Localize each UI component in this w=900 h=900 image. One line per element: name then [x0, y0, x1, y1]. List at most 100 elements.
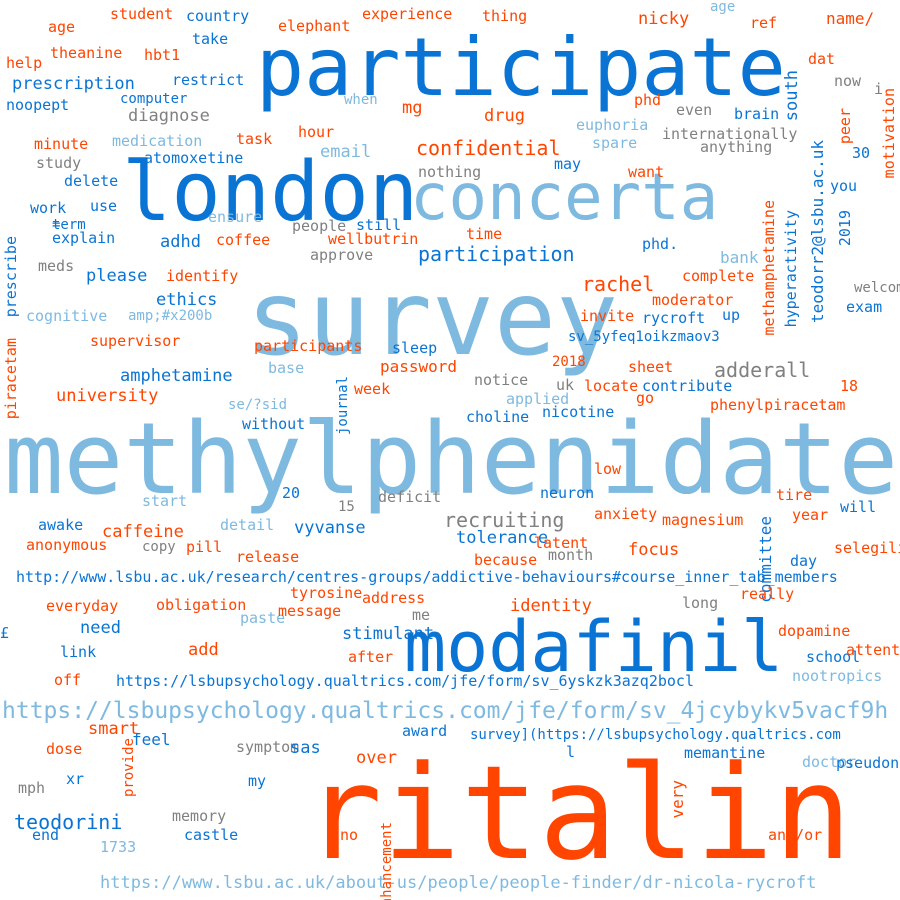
word-survey-link: survey](https://lsbupsychology.qualtrics…: [470, 727, 841, 743]
word-help: help: [6, 54, 43, 72]
word-peer: peer: [836, 108, 854, 145]
word-very: end: [32, 826, 60, 844]
word-committee: release: [236, 548, 300, 566]
word-study: study: [36, 154, 82, 172]
word-drug: drug: [484, 106, 525, 126]
word-supervisor: supervisor: [90, 332, 181, 350]
word-magnesium: magnesium: [662, 511, 744, 529]
word-no: and/or: [768, 826, 823, 844]
word-journal: journal: [335, 376, 351, 436]
word-lab: age: [710, 0, 736, 15]
word-dose: over: [356, 748, 397, 768]
word-medication: medication: [112, 132, 203, 150]
word-without: without: [242, 415, 306, 433]
word-ritalin: ritalin: [304, 737, 852, 889]
word-ref: ref: [750, 14, 778, 32]
word-concerta: concerta: [410, 161, 719, 235]
word-anxiety: anxiety: [594, 505, 658, 523]
word-my: l: [566, 743, 576, 761]
word-methylphenidate: methylphenidate: [4, 402, 899, 517]
word-1733: neuroenhancement: [379, 822, 395, 900]
word-amphetamine: amphetamine: [120, 366, 233, 386]
word-theanine: theanine: [50, 44, 123, 62]
word-prescription: prescription: [12, 74, 135, 94]
word-notice: notice: [474, 371, 529, 389]
word-mg: mg: [402, 98, 423, 118]
word-methamphetamine: methamphetamine: [760, 200, 778, 336]
word-dopamine: need: [80, 618, 121, 638]
word-dat: dat: [808, 50, 836, 68]
word-symptom: dose: [46, 740, 83, 758]
word-want: want: [628, 163, 665, 181]
word-awake: awake: [38, 516, 84, 534]
word-atomoxetine: atomoxetine: [144, 149, 244, 167]
word-because: month: [548, 546, 594, 564]
word-adderall: adderall: [714, 358, 811, 382]
word-sheet: sheet: [628, 358, 674, 376]
word-detail: detail: [220, 516, 275, 534]
word-neuron: neuron: [540, 484, 595, 502]
word-thing: thing: [482, 7, 528, 25]
word-work: work: [30, 199, 67, 217]
word-term: term: [52, 217, 86, 233]
word-tire: tire: [776, 486, 813, 504]
word-coffee: coffee: [216, 231, 271, 249]
word-welcome: welcome: [854, 280, 900, 296]
word-latent: focus: [628, 540, 680, 560]
word-nothing: nothing: [418, 163, 482, 181]
word-nootropics: feel: [132, 730, 171, 749]
word-go: go: [636, 389, 655, 407]
word-phd: phd: [634, 91, 662, 109]
word-url-qualtrics-2: https://lsbupsychology.qualtrics.com/jfe…: [116, 672, 694, 690]
word-please: please: [86, 266, 148, 286]
word-email: email: [320, 142, 372, 162]
word-after: attention: [846, 641, 900, 659]
word-15: 15: [338, 499, 355, 515]
word-school: off: [54, 671, 82, 689]
word-equals: =: [52, 217, 61, 233]
word-18: 18: [840, 377, 859, 395]
word-minute: minute: [34, 135, 89, 153]
word-country: country: [186, 7, 250, 25]
word-need: link: [60, 643, 97, 661]
word-hbt1: hbt1: [144, 46, 181, 64]
word-nicotine: nicotine: [542, 403, 615, 421]
word-anonymous: anonymous: [26, 536, 108, 554]
word-time: time: [466, 225, 503, 243]
word-approve: approve: [310, 246, 374, 264]
word-contribute: contribute: [642, 377, 733, 395]
word-2018: 2018: [552, 354, 586, 370]
word-smart: symptom: [236, 738, 300, 756]
word-voucher: tolerance: [456, 528, 549, 548]
word-brain: brain: [734, 105, 780, 123]
word-applied: applied: [506, 390, 570, 408]
word-now: now: [834, 72, 862, 90]
word-spare: spare: [592, 134, 638, 152]
word-feel: sas: [290, 738, 321, 758]
word-exam: exam: [846, 298, 883, 316]
word-deficit: deficit: [378, 488, 442, 506]
word-noopept: noopept: [6, 96, 70, 114]
word-meds: meds: [38, 257, 75, 275]
word-selegiline: everyday: [46, 597, 119, 615]
word-stimulant: add: [188, 640, 219, 660]
word-pill: pill: [186, 538, 223, 556]
word-url-lsbu-research: http://www.lsbu.ac.uk/research/centres-g…: [16, 568, 838, 586]
word-pound: stimulant: [342, 624, 435, 644]
word-anything: anything: [700, 138, 773, 156]
word-take: take: [192, 30, 229, 48]
word-prescribe: prescribe: [2, 236, 20, 318]
word-explain: explain: [52, 229, 116, 247]
word-url-qualtrics-1: https://lsbupsychology.qualtrics.com/jfe…: [2, 698, 889, 724]
word-student: student: [110, 5, 174, 23]
word-long: paste: [240, 609, 286, 627]
word-paste: me: [412, 606, 431, 624]
word-when: when: [344, 92, 378, 108]
word-week: week: [354, 380, 391, 398]
word-name: name/: [826, 9, 875, 28]
word-address: identity: [510, 596, 592, 616]
word-castle: 1733: [100, 838, 137, 856]
word-memantine: xr: [66, 770, 85, 788]
word-sv5yfeq: sv_5yfeq1oikzmaov3: [568, 329, 720, 345]
